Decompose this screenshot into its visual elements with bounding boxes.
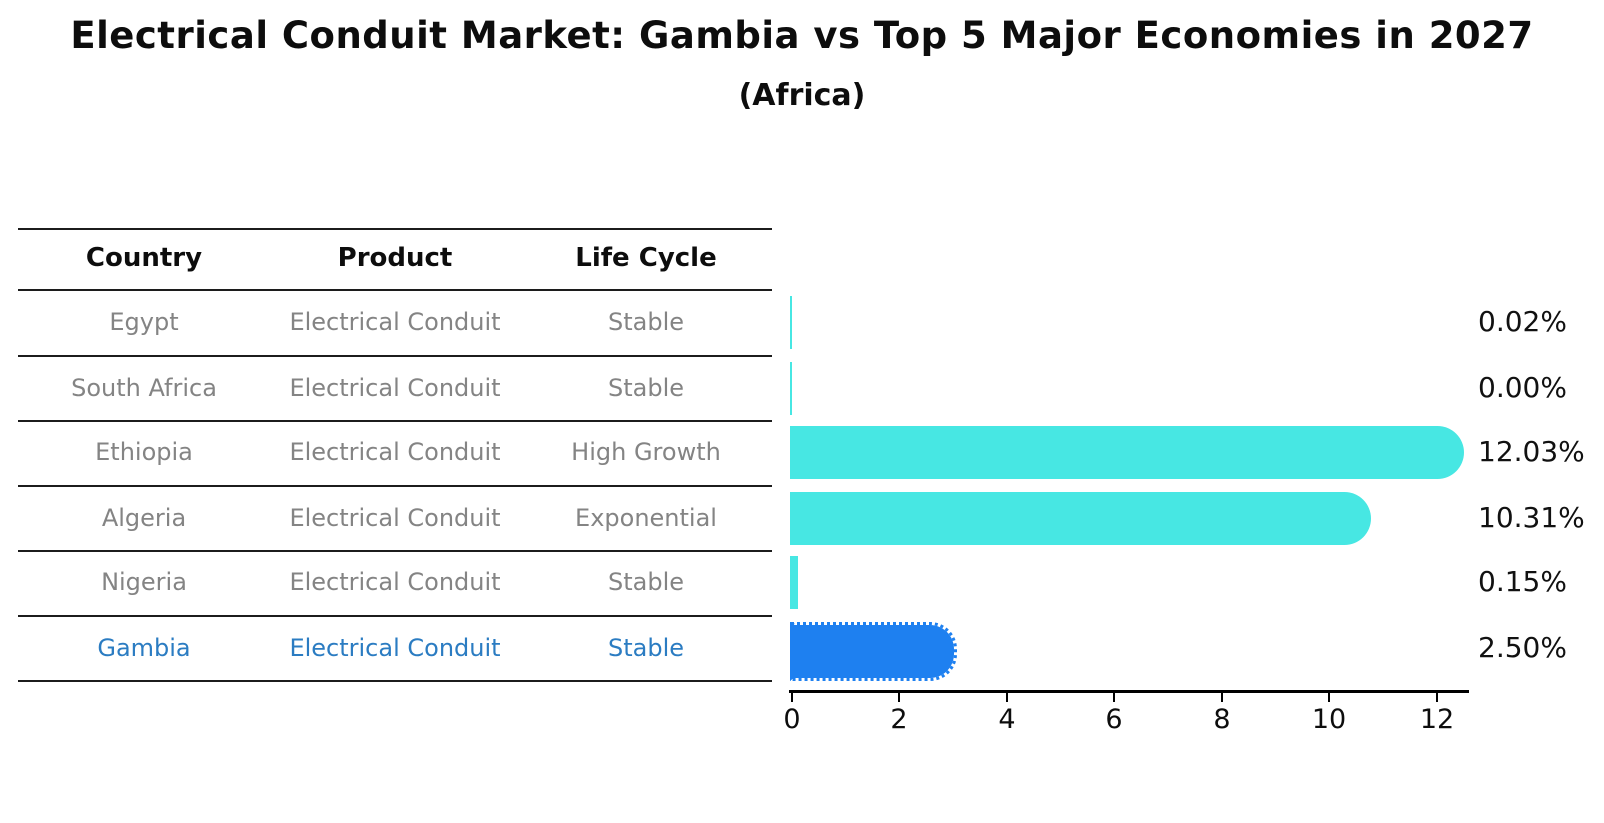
value-label-ethiopia: 12.03%: [1478, 435, 1585, 468]
x-axis-tick: [1006, 692, 1008, 702]
cell-country: Ethiopia: [95, 438, 193, 466]
chart-subtitle: (Africa): [738, 78, 866, 113]
value-label-south-africa: 0.00%: [1478, 371, 1567, 404]
chart-title: Electrical Conduit Market: Gambia vs Top…: [70, 14, 1534, 57]
table-rule: [18, 228, 772, 230]
table-rule: [18, 615, 772, 617]
x-axis-tick-label: 10: [1311, 704, 1347, 735]
cell-life-cycle: Stable: [607, 374, 685, 402]
x-axis-tick: [1113, 692, 1115, 702]
x-axis-tick-label: 0: [783, 704, 801, 735]
x-axis-tick-label: 6: [1105, 704, 1123, 735]
cell-product: Electrical Conduit: [289, 308, 501, 336]
cell-product: Electrical Conduit: [289, 438, 501, 466]
cell-product: Electrical Conduit: [289, 374, 501, 402]
x-axis-tick-label: 4: [998, 704, 1016, 735]
cell-life-cycle: Stable: [607, 568, 685, 596]
table-header-product: Product: [337, 243, 453, 273]
table-rule: [18, 289, 772, 291]
bar-nigeria: [790, 556, 799, 609]
table-rule: [18, 420, 772, 422]
cell-life-cycle: Stable: [607, 308, 685, 336]
cell-country: South Africa: [71, 374, 217, 402]
table-rule: [18, 485, 772, 487]
cell-life-cycle: Stable: [607, 634, 685, 662]
bar-ethiopia: [790, 426, 1464, 479]
x-axis-tick: [898, 692, 900, 702]
x-axis-line: [789, 690, 1469, 693]
x-axis-tick: [1328, 692, 1330, 702]
cell-product: Electrical Conduit: [289, 504, 501, 532]
table-header-life-cycle: Life Cycle: [575, 243, 717, 273]
x-axis-tick: [791, 692, 793, 702]
x-axis-tick: [1436, 692, 1438, 702]
value-label-gambia: 2.50%: [1478, 631, 1567, 664]
bar-gambia: [790, 622, 958, 681]
cell-country: Algeria: [101, 504, 187, 532]
value-label-algeria: 10.31%: [1478, 501, 1585, 534]
x-axis-tick-label: 12: [1419, 704, 1455, 735]
cell-life-cycle: High Growth: [571, 438, 721, 466]
bar-algeria: [790, 492, 1372, 545]
cell-product: Electrical Conduit: [289, 568, 501, 596]
cell-life-cycle: Exponential: [575, 504, 717, 532]
cell-product: Electrical Conduit: [289, 634, 501, 662]
cell-country: Gambia: [97, 634, 191, 662]
cell-country: Nigeria: [101, 568, 187, 596]
value-label-nigeria: 0.15%: [1478, 565, 1567, 598]
x-axis-tick-label: 8: [1213, 704, 1231, 735]
table-rule: [18, 355, 772, 357]
x-axis-tick-label: 2: [890, 704, 908, 735]
cell-country: Egypt: [109, 308, 179, 336]
value-label-egypt: 0.02%: [1478, 305, 1567, 338]
table-rule: [18, 550, 772, 552]
bar-south-africa: [790, 362, 792, 415]
table-rule: [18, 680, 772, 682]
x-axis-tick: [1221, 692, 1223, 702]
table-header-country: Country: [85, 243, 203, 273]
bar-egypt: [790, 296, 792, 349]
